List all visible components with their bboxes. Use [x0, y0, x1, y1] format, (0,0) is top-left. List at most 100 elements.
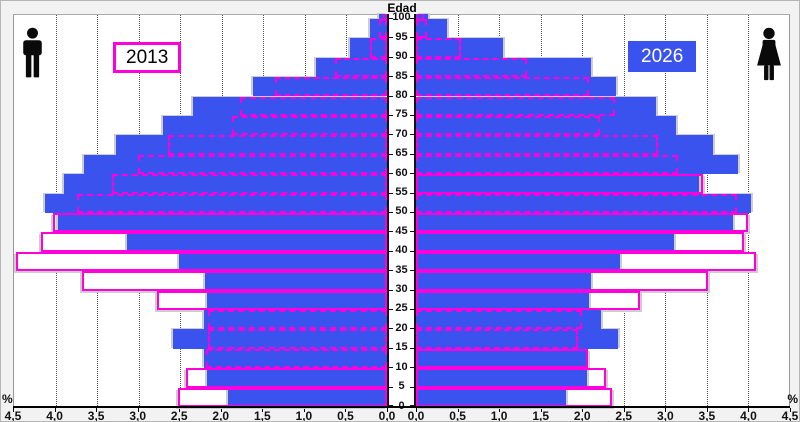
bar-male-2026-0-4: [228, 387, 387, 407]
outline-male-2013-45-49: [52, 212, 387, 233]
age-tick-mark: [389, 386, 393, 388]
age-tick-mark: [410, 250, 414, 252]
bar-male-2026-45-49: [57, 212, 387, 233]
x-axis-label: 1,0: [295, 409, 313, 422]
bar-male-2026-5-9: [206, 368, 387, 388]
outline-male-2013-30-34: [81, 271, 387, 291]
outline-female-2013-10-14: [416, 348, 589, 369]
age-tick-mark: [389, 192, 393, 194]
age-tick-mark: [389, 231, 393, 233]
outline-female-2013-70-74: [416, 115, 600, 136]
age-tick-mark: [410, 95, 414, 97]
x-axis-tick: [540, 408, 542, 412]
x-axis-label: 2,5: [170, 409, 188, 422]
age-tick-label: 5: [398, 380, 405, 393]
age-tick-label: 70: [395, 127, 408, 140]
bar-male-2026-70-74: [162, 115, 387, 136]
age-tick-mark: [410, 367, 414, 369]
age-tick-label: 35: [395, 263, 408, 276]
outline-female-2013-35-39: [416, 251, 756, 272]
outline-male-2013-60-64: [137, 154, 387, 175]
x-axis-tick: [303, 408, 305, 412]
bar-female-2026-55-59: [416, 174, 699, 194]
bar-male-2026-55-59: [63, 174, 387, 194]
age-tick-mark: [410, 153, 414, 155]
x-axis-label: 0,5: [337, 409, 354, 422]
bar-female-2026-50-54: [416, 193, 751, 213]
age-tick-label: 80: [395, 89, 408, 101]
age-tick-mark: [410, 347, 414, 349]
x-axis-label: 3,0: [129, 409, 146, 422]
x-axis-tick: [96, 408, 98, 412]
age-tick-mark: [389, 289, 393, 291]
outline-female-2013-15-19: [416, 329, 579, 349]
outline-male-2013-95-99: [378, 18, 387, 39]
age-tick-mark: [410, 289, 414, 291]
bar-male-2026-60-64: [83, 154, 387, 175]
outline-male-2013-80-84: [274, 77, 387, 97]
x-axis-label: 2,0: [573, 409, 591, 422]
age-tick-mark: [389, 153, 393, 155]
x-axis-tick: [499, 408, 501, 412]
age-tick-label: 20: [395, 321, 408, 334]
bar-female-2026-45-49: [416, 212, 734, 233]
age-tick-label: 60: [395, 166, 408, 179]
age-tick-label: 10: [395, 360, 408, 373]
bar-male-2026-50-54: [44, 193, 387, 213]
age-tick-label: 90: [395, 50, 408, 63]
age-axis-title: Edad: [387, 1, 417, 15]
x-axis-line: [13, 406, 790, 408]
x-axis-tick: [220, 408, 222, 412]
age-tick-mark: [410, 76, 414, 78]
outline-male-2013-5-9: [185, 368, 387, 388]
age-tick-label: 55: [395, 186, 408, 199]
age-tick-mark: [389, 367, 393, 369]
outline-female-2013-90-94: [416, 38, 461, 58]
man-icon: [17, 27, 48, 85]
bar-male-2026-100+: [378, 14, 387, 19]
x-axis-label: 0,5: [449, 409, 466, 422]
x-axis-label: 4,0: [46, 409, 63, 422]
bar-female-2026-60-64: [416, 154, 739, 175]
x-axis-tick: [790, 408, 791, 412]
outline-male-2013-40-44: [41, 232, 387, 252]
outline-female-2013-80-84: [416, 77, 589, 97]
x-axis-tick: [665, 408, 667, 412]
outline-male-2013-65-69: [167, 135, 387, 155]
male-panel: [13, 14, 387, 407]
age-tick-label: 0: [389, 400, 414, 412]
age-tick-mark: [410, 56, 414, 58]
outline-female-2013-95-99: [416, 18, 427, 39]
x-axis-tick: [623, 408, 625, 412]
woman-icon: [752, 27, 786, 87]
x-axis-label: 3,5: [87, 409, 105, 422]
x-axis-label: 3,0: [656, 409, 674, 422]
age-tick-label: 15: [395, 341, 408, 354]
bar-female-2026-15-19: [416, 329, 618, 349]
outline-female-2013-65-69: [416, 135, 658, 155]
x-axis-label: 3,5: [698, 409, 716, 422]
outline-male-2013-50-54: [77, 193, 387, 213]
age-tick-label: 85: [395, 69, 408, 82]
age-tick-mark: [410, 405, 414, 406]
outline-female-2013-5-9: [416, 368, 607, 388]
bar-female-2026-65-69: [416, 135, 713, 155]
outline-female-2013-100+: [416, 14, 425, 19]
bar-female-2026-40-44: [416, 232, 674, 252]
x-axis-label: 4,0: [740, 409, 757, 422]
x-axis-tick: [706, 408, 708, 412]
x-axis-tick: [179, 408, 181, 412]
outline-male-2013-70-74: [232, 115, 387, 136]
age-tick-label: 30: [395, 283, 408, 296]
age-tick-label: 100: [392, 11, 411, 24]
age-tick-mark: [389, 37, 393, 39]
x-axis-label: 4,5: [781, 409, 799, 422]
bar-female-2026-85-89: [416, 57, 591, 78]
x-axis-tick: [54, 408, 56, 412]
bar-female-2026-0-4: [416, 387, 567, 407]
bar-female-2026-75-79: [416, 96, 657, 116]
x-axis-tick: [416, 408, 417, 412]
outline-male-2013-100+: [382, 14, 387, 19]
x-axis-label: 1,0: [490, 409, 508, 422]
bar-female-2026-100+: [416, 14, 429, 19]
